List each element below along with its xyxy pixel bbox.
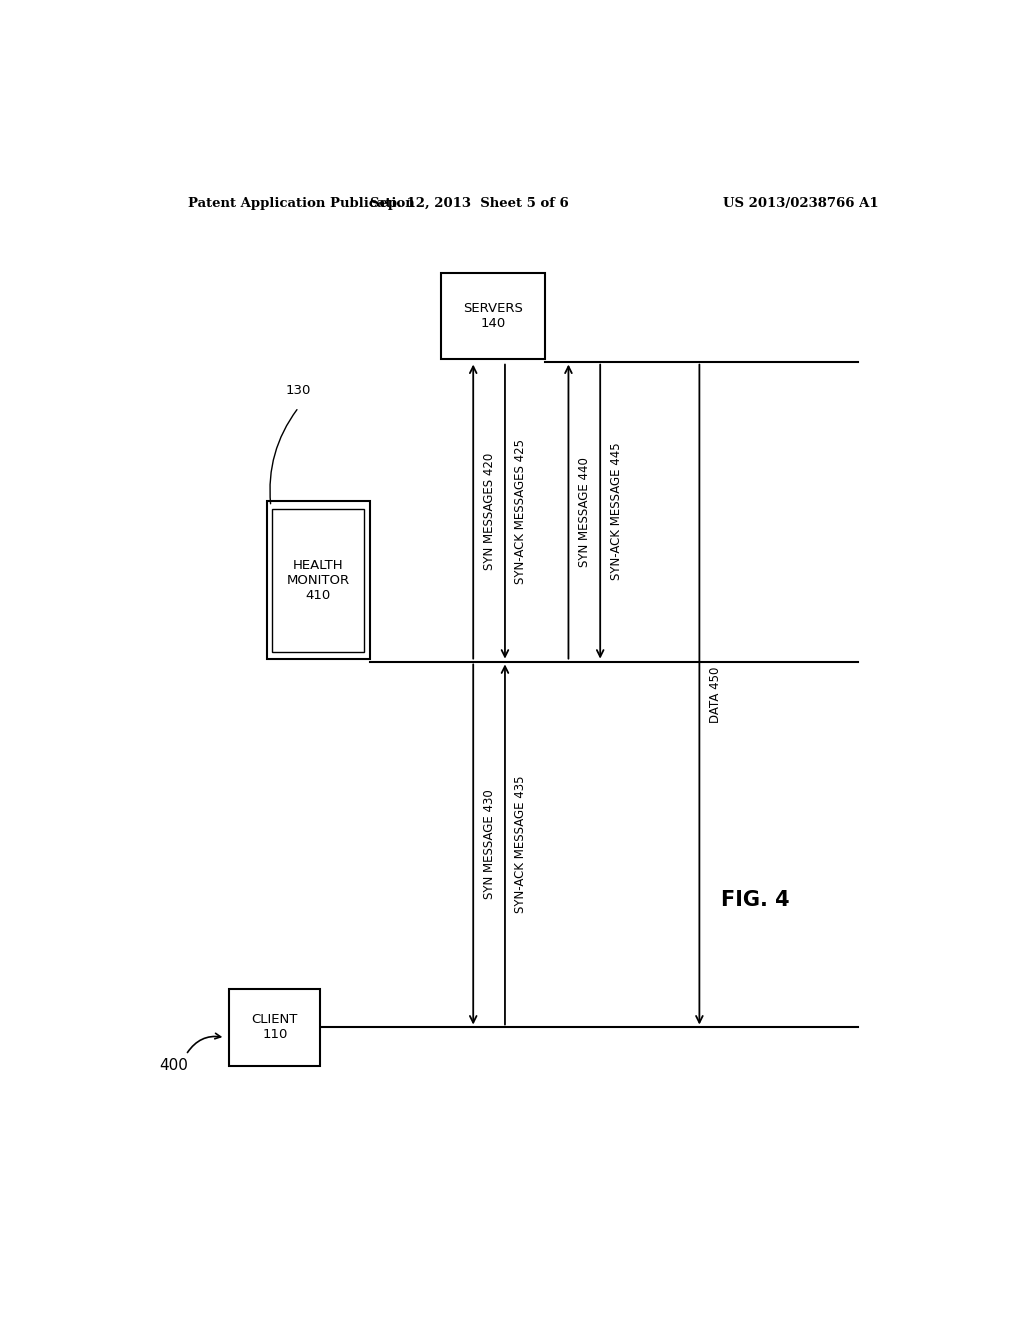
Text: SERVERS
140: SERVERS 140 [463,302,523,330]
Text: Patent Application Publication: Patent Application Publication [187,197,415,210]
Text: CLIENT
110: CLIENT 110 [252,1014,298,1041]
Text: Sep. 12, 2013  Sheet 5 of 6: Sep. 12, 2013 Sheet 5 of 6 [370,197,568,210]
Bar [267,502,370,659]
Text: SYN-ACK MESSAGES 425: SYN-ACK MESSAGES 425 [514,440,527,583]
Text: HEALTH
MONITOR
410: HEALTH MONITOR 410 [287,558,350,602]
Text: 400: 400 [160,1057,188,1073]
Text: SYN MESSAGES 420: SYN MESSAGES 420 [482,453,496,570]
Text: SYN MESSAGE 430: SYN MESSAGE 430 [482,789,496,899]
Bar [272,508,365,652]
Text: SYN-ACK MESSAGE 435: SYN-ACK MESSAGE 435 [514,776,527,913]
Text: US 2013/0238766 A1: US 2013/0238766 A1 [723,197,879,210]
Text: FIG. 4: FIG. 4 [721,891,790,911]
Bar [441,273,545,359]
Bar [229,989,321,1065]
Text: 130: 130 [286,384,311,397]
Text: DATA 450: DATA 450 [709,667,722,723]
Text: SYN-ACK MESSAGE 445: SYN-ACK MESSAGE 445 [609,442,623,581]
Text: SYN MESSAGE 440: SYN MESSAGE 440 [578,457,591,566]
